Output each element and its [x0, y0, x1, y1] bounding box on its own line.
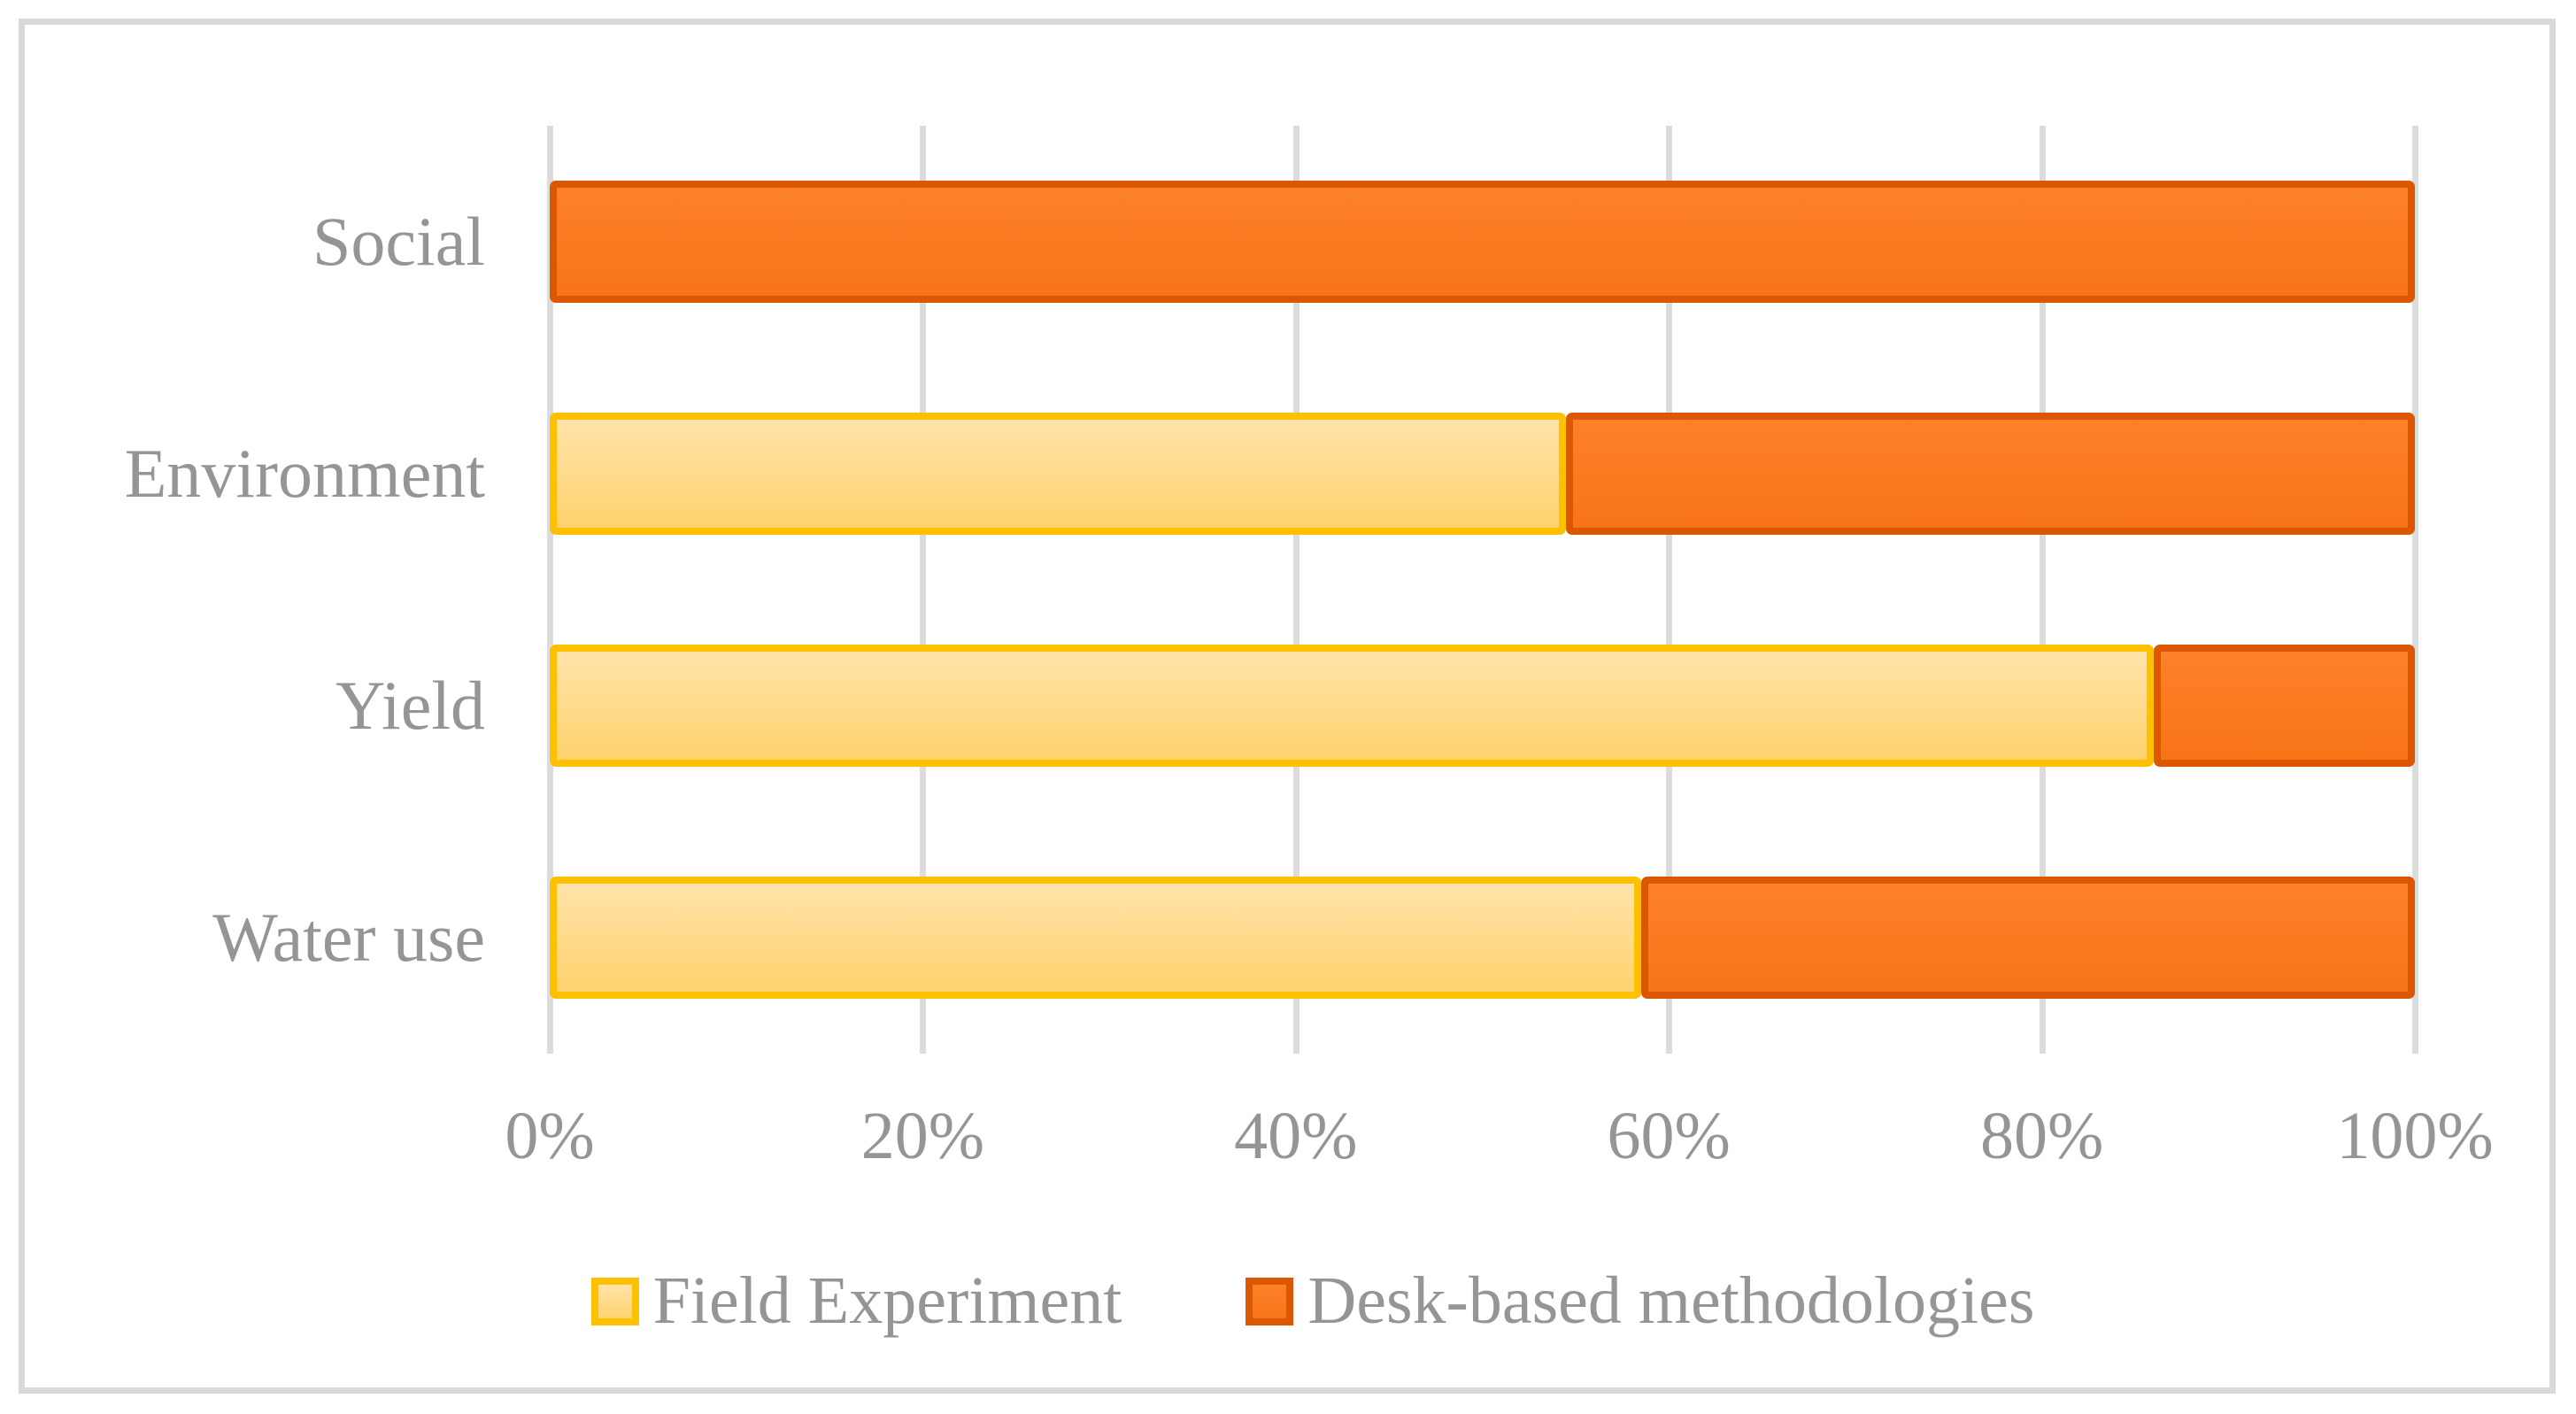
legend-swatch-icon [1246, 1277, 1294, 1325]
category-label-environment: Environment [124, 435, 485, 512]
legend-swatch-icon [590, 1277, 639, 1325]
bar-segment-social-desk-based-methodologies [550, 181, 2415, 303]
legend-label: Desk-based methodologies [1307, 1263, 2035, 1338]
legend-item-field-experiment: Field Experiment [590, 1263, 1122, 1340]
gridline-100 [2412, 126, 2418, 1054]
bar-segment-yield-desk-based-methodologies [2154, 645, 2415, 767]
category-label-yield: Yield [335, 667, 485, 744]
gridline-40 [1292, 126, 1300, 1054]
bar-segment-environment-desk-based-methodologies [1566, 413, 2415, 535]
gridline-80 [2039, 126, 2046, 1054]
x-tick-label-60: 60% [1607, 1099, 1731, 1173]
category-label-social: Social [312, 203, 485, 280]
plot-area [547, 126, 2418, 1054]
x-tick-label-20: 20% [860, 1099, 985, 1173]
legend-item-desk-based-methodologies: Desk-based methodologies [1246, 1263, 2034, 1340]
gridline-20 [920, 126, 927, 1054]
gridline-60 [1666, 126, 1673, 1054]
bar-segment-environment-field-experiment [550, 413, 1567, 535]
x-tick-label-0: 0% [505, 1099, 595, 1173]
category-label-water-use: Water use [212, 899, 485, 976]
bar-segment-water-use-field-experiment [550, 877, 1641, 999]
x-tick-label-100: 100% [2336, 1099, 2494, 1173]
chart-frame: Social Environment Yield Water use 0% 20% 40%… [19, 19, 2556, 1394]
x-tick-label-40: 40% [1234, 1099, 1358, 1173]
bar-segment-yield-field-experiment [550, 645, 2155, 767]
legend: Field Experiment Desk-based methodologies [25, 1263, 2576, 1340]
gridline-0 [547, 126, 553, 1054]
legend-label: Field Experiment [652, 1263, 1122, 1338]
x-tick-label-80: 80% [1979, 1099, 2104, 1173]
bar-segment-water-use-desk-based-methodologies [1640, 877, 2415, 999]
